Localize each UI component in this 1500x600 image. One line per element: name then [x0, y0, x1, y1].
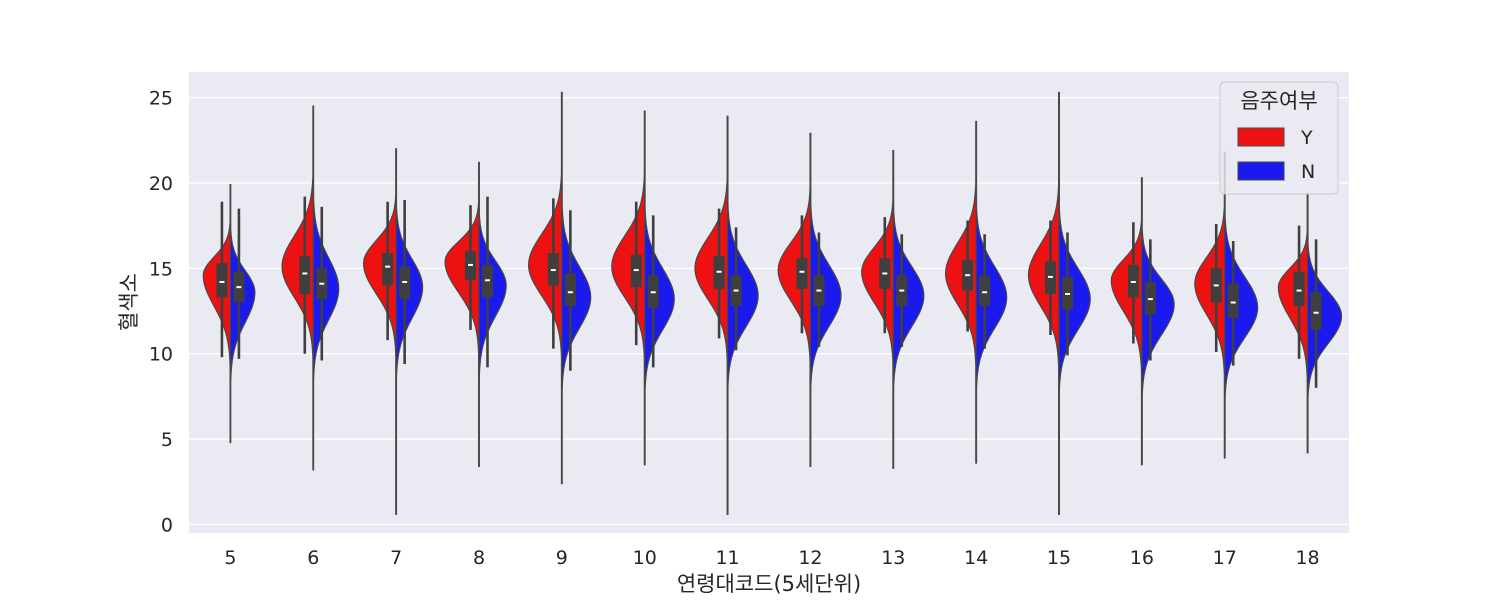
x-tick-label-16: 16	[1130, 547, 1154, 569]
violin-N-15	[1058, 91, 1091, 515]
x-tick-label-15: 15	[1047, 547, 1071, 569]
violin-half	[395, 148, 424, 515]
violin-N-18	[1306, 192, 1343, 454]
iqr-box	[1227, 283, 1239, 318]
violin-N-5	[229, 184, 256, 444]
violin-N-12	[809, 132, 842, 468]
violin-N-13	[892, 149, 925, 469]
y-axis-label: 혈색소	[117, 273, 141, 331]
x-tick-label-14: 14	[964, 547, 988, 569]
legend: 음주여부 Y N	[1219, 81, 1339, 195]
violin-half	[478, 161, 507, 468]
violin-N-7	[395, 148, 424, 515]
violin-N-10	[644, 110, 675, 466]
y-tick-label: 10	[149, 344, 173, 366]
violins	[202, 91, 1343, 515]
legend-label-y: Y	[1300, 127, 1313, 149]
violin-half	[644, 110, 675, 466]
violin-half	[229, 184, 256, 444]
violin-half	[726, 115, 759, 515]
y-tick-label: 15	[149, 258, 173, 280]
x-axis-label: 연령대코드(5세단위)	[677, 572, 861, 596]
violin-half	[1306, 192, 1343, 454]
x-axis-ticks: 5 6 7 8 9 10 11 12 13 14 15 16 17 18	[224, 547, 1319, 569]
violin-N-9	[561, 91, 592, 485]
y-tick-label: 0	[161, 514, 173, 536]
violin-N-17	[1224, 151, 1259, 459]
violin-half	[975, 120, 1008, 464]
violin-half	[1224, 151, 1259, 459]
legend-swatch-y	[1237, 127, 1285, 147]
x-tick-label-13: 13	[881, 547, 905, 569]
iqr-box	[1310, 292, 1322, 330]
legend-swatch-n	[1237, 161, 1285, 181]
iqr-box	[216, 263, 228, 298]
x-tick-label-18: 18	[1295, 547, 1319, 569]
violin-half	[1058, 91, 1091, 515]
x-tick-label-5: 5	[224, 547, 236, 569]
violin-N-14	[975, 120, 1008, 464]
plot-area	[189, 72, 1349, 533]
y-tick-label: 5	[161, 429, 173, 451]
iqr-box	[1293, 271, 1305, 306]
legend-label-n: N	[1301, 161, 1315, 183]
y-tick-label: 20	[149, 173, 173, 195]
legend-title: 음주여부	[1240, 89, 1317, 113]
violin-half	[1141, 177, 1175, 466]
y-tick-label: 25	[149, 88, 173, 110]
x-tick-label-8: 8	[473, 547, 485, 569]
violin-N-11	[726, 115, 759, 515]
x-tick-label-7: 7	[390, 547, 402, 569]
iqr-box	[564, 273, 576, 306]
y-axis-ticks: 0 5 10 15 20 25	[149, 88, 173, 537]
violin-N-8	[478, 161, 507, 468]
violin-N-6	[312, 105, 340, 471]
x-tick-label-12: 12	[798, 547, 822, 569]
x-tick-label-11: 11	[715, 547, 739, 569]
violin-half	[892, 149, 925, 469]
iqr-box	[796, 258, 808, 289]
violin-N-16	[1141, 177, 1175, 466]
x-tick-label-17: 17	[1213, 547, 1237, 569]
x-tick-label-6: 6	[307, 547, 319, 569]
iqr-box	[979, 275, 991, 306]
x-tick-label-10: 10	[633, 547, 657, 569]
iqr-box	[382, 252, 394, 286]
iqr-box	[299, 256, 311, 294]
x-tick-label-9: 9	[556, 547, 568, 569]
violin-half	[561, 91, 592, 485]
violin-half	[809, 132, 842, 468]
